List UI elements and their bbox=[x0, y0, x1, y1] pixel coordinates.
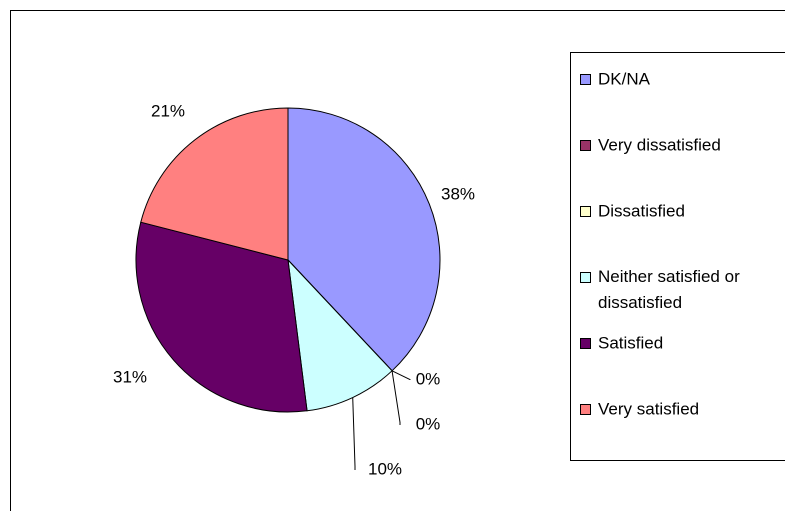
legend-swatch bbox=[580, 338, 591, 349]
legend-swatch bbox=[580, 206, 591, 217]
legend-label: Very dissatisfied bbox=[598, 135, 721, 154]
data-label: 0% bbox=[416, 369, 441, 388]
pie-slice bbox=[140, 107, 289, 261]
legend-swatch bbox=[580, 272, 591, 283]
leader-line bbox=[352, 397, 356, 470]
data-label: 0% bbox=[416, 414, 441, 433]
legend-swatch bbox=[580, 140, 591, 151]
pie-slice bbox=[287, 107, 441, 372]
legend-label: Dissatisfied bbox=[598, 201, 685, 220]
legend-label: DK/NA bbox=[598, 69, 651, 88]
leader-line bbox=[391, 370, 411, 380]
pie-slice bbox=[135, 221, 308, 413]
data-label: 31% bbox=[113, 367, 147, 386]
data-label: 10% bbox=[368, 459, 402, 478]
legend-swatch bbox=[580, 404, 591, 415]
legend-label: Very satisfied bbox=[598, 399, 699, 418]
data-label: 38% bbox=[441, 184, 475, 203]
legend-box bbox=[570, 52, 785, 461]
legend-swatch bbox=[580, 74, 591, 85]
legend-label: Satisfied bbox=[598, 333, 663, 352]
data-label: 21% bbox=[151, 101, 185, 120]
leader-line bbox=[391, 370, 401, 425]
pie-slice bbox=[287, 258, 393, 412]
legend-label: Neither satisfied or dissatisfied bbox=[598, 267, 740, 312]
